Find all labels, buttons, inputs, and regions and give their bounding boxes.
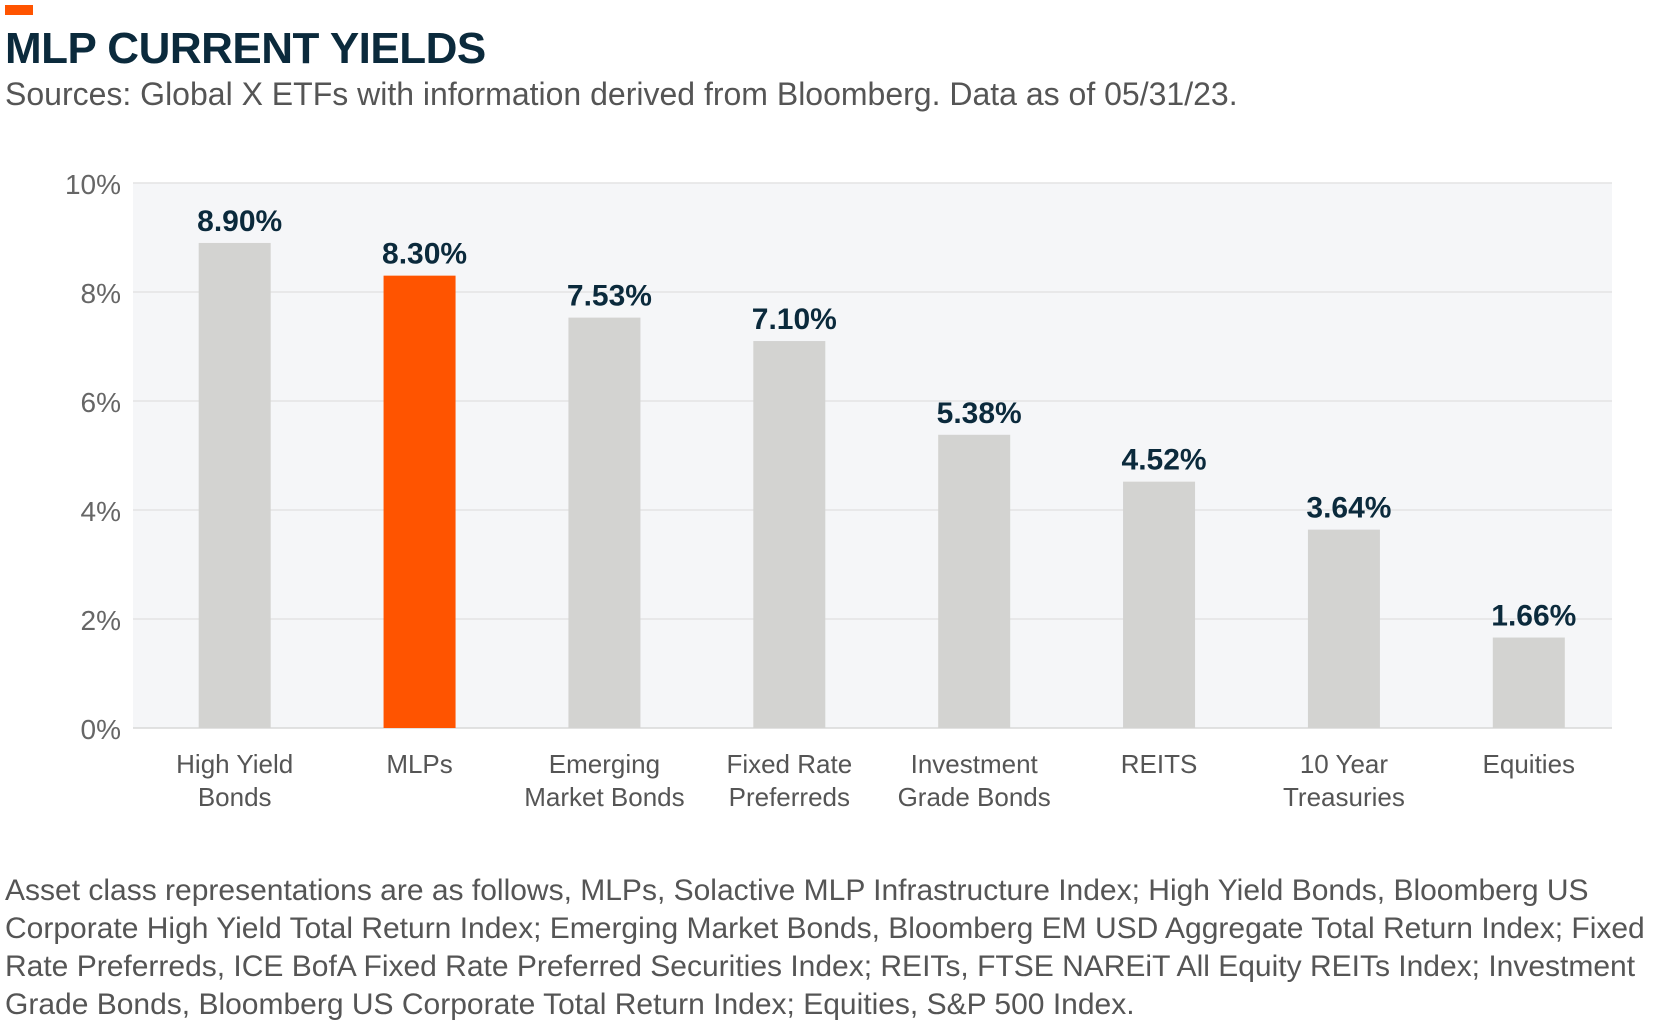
bar <box>198 242 271 728</box>
x-tick-label: 10 Year Treasuries <box>1283 749 1405 812</box>
bar-highlight <box>383 275 456 728</box>
bar <box>753 341 826 728</box>
x-tick-label: Investment Grade Bonds <box>898 749 1051 812</box>
x-tick-label: Equities <box>1483 749 1576 779</box>
data-label: 8.30% <box>382 238 467 271</box>
data-label: 8.90% <box>197 205 282 238</box>
y-tick-label: 10% <box>65 169 121 200</box>
y-tick-label: 6% <box>81 387 121 418</box>
bar <box>1123 481 1196 728</box>
x-tick-label: MLPs <box>386 749 452 779</box>
plot-background <box>133 183 1612 728</box>
data-label: 7.53% <box>567 280 652 313</box>
footnote: Asset class representations are as follo… <box>5 874 1645 1021</box>
y-tick-label: 2% <box>81 605 121 636</box>
chart-title: MLP CURRENT YIELDS <box>5 24 486 73</box>
bar <box>1307 529 1380 728</box>
bar <box>568 317 641 728</box>
x-tick-label: REITS <box>1121 749 1198 779</box>
accent-bar <box>5 5 33 15</box>
y-tick-label: 4% <box>81 496 121 527</box>
y-tick-label: 8% <box>81 278 121 309</box>
bar-chart: 0% 2% 4% 6% 8% 10% 8.90% High Yield Bonds 8.30% ML… <box>65 169 1612 812</box>
x-tick-label: Emerging Market Bonds <box>524 749 684 812</box>
chart-subtitle: Sources: Global X ETFs with information … <box>5 76 1238 112</box>
chart-area: 0% 2% 4% 6% 8% 10% 8.90% High Yield Bonds 8.30% ML… <box>0 150 1668 830</box>
bar <box>938 434 1011 728</box>
data-label: 7.10% <box>752 303 837 336</box>
data-label: 3.64% <box>1306 492 1391 525</box>
x-tick-label: Fixed Rate Preferreds <box>726 749 852 812</box>
data-label: 1.66% <box>1491 600 1576 633</box>
y-tick-label: 0% <box>81 714 121 745</box>
bar <box>1492 637 1565 728</box>
x-tick-label: High Yield Bonds <box>176 749 293 812</box>
data-label: 5.38% <box>937 397 1022 430</box>
data-label: 4.52% <box>1122 444 1207 477</box>
